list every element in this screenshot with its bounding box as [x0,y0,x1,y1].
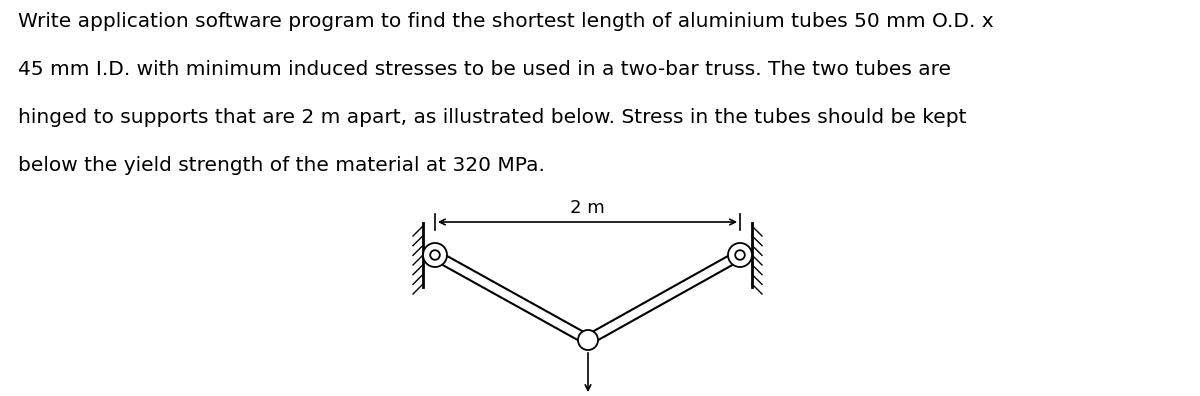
Circle shape [728,243,752,267]
Text: hinged to supports that are 2 m apart, as illustrated below. Stress in the tubes: hinged to supports that are 2 m apart, a… [18,108,966,127]
Circle shape [424,243,446,267]
Text: below the yield strength of the material at 320 MPa.: below the yield strength of the material… [18,156,545,175]
Text: 45 mm I.D. with minimum induced stresses to be used in a two-bar truss. The two : 45 mm I.D. with minimum induced stresses… [18,60,952,79]
Text: 2 m: 2 m [570,199,605,217]
Circle shape [578,330,598,350]
Text: Write application software program to find the shortest length of aluminium tube: Write application software program to fi… [18,12,994,31]
